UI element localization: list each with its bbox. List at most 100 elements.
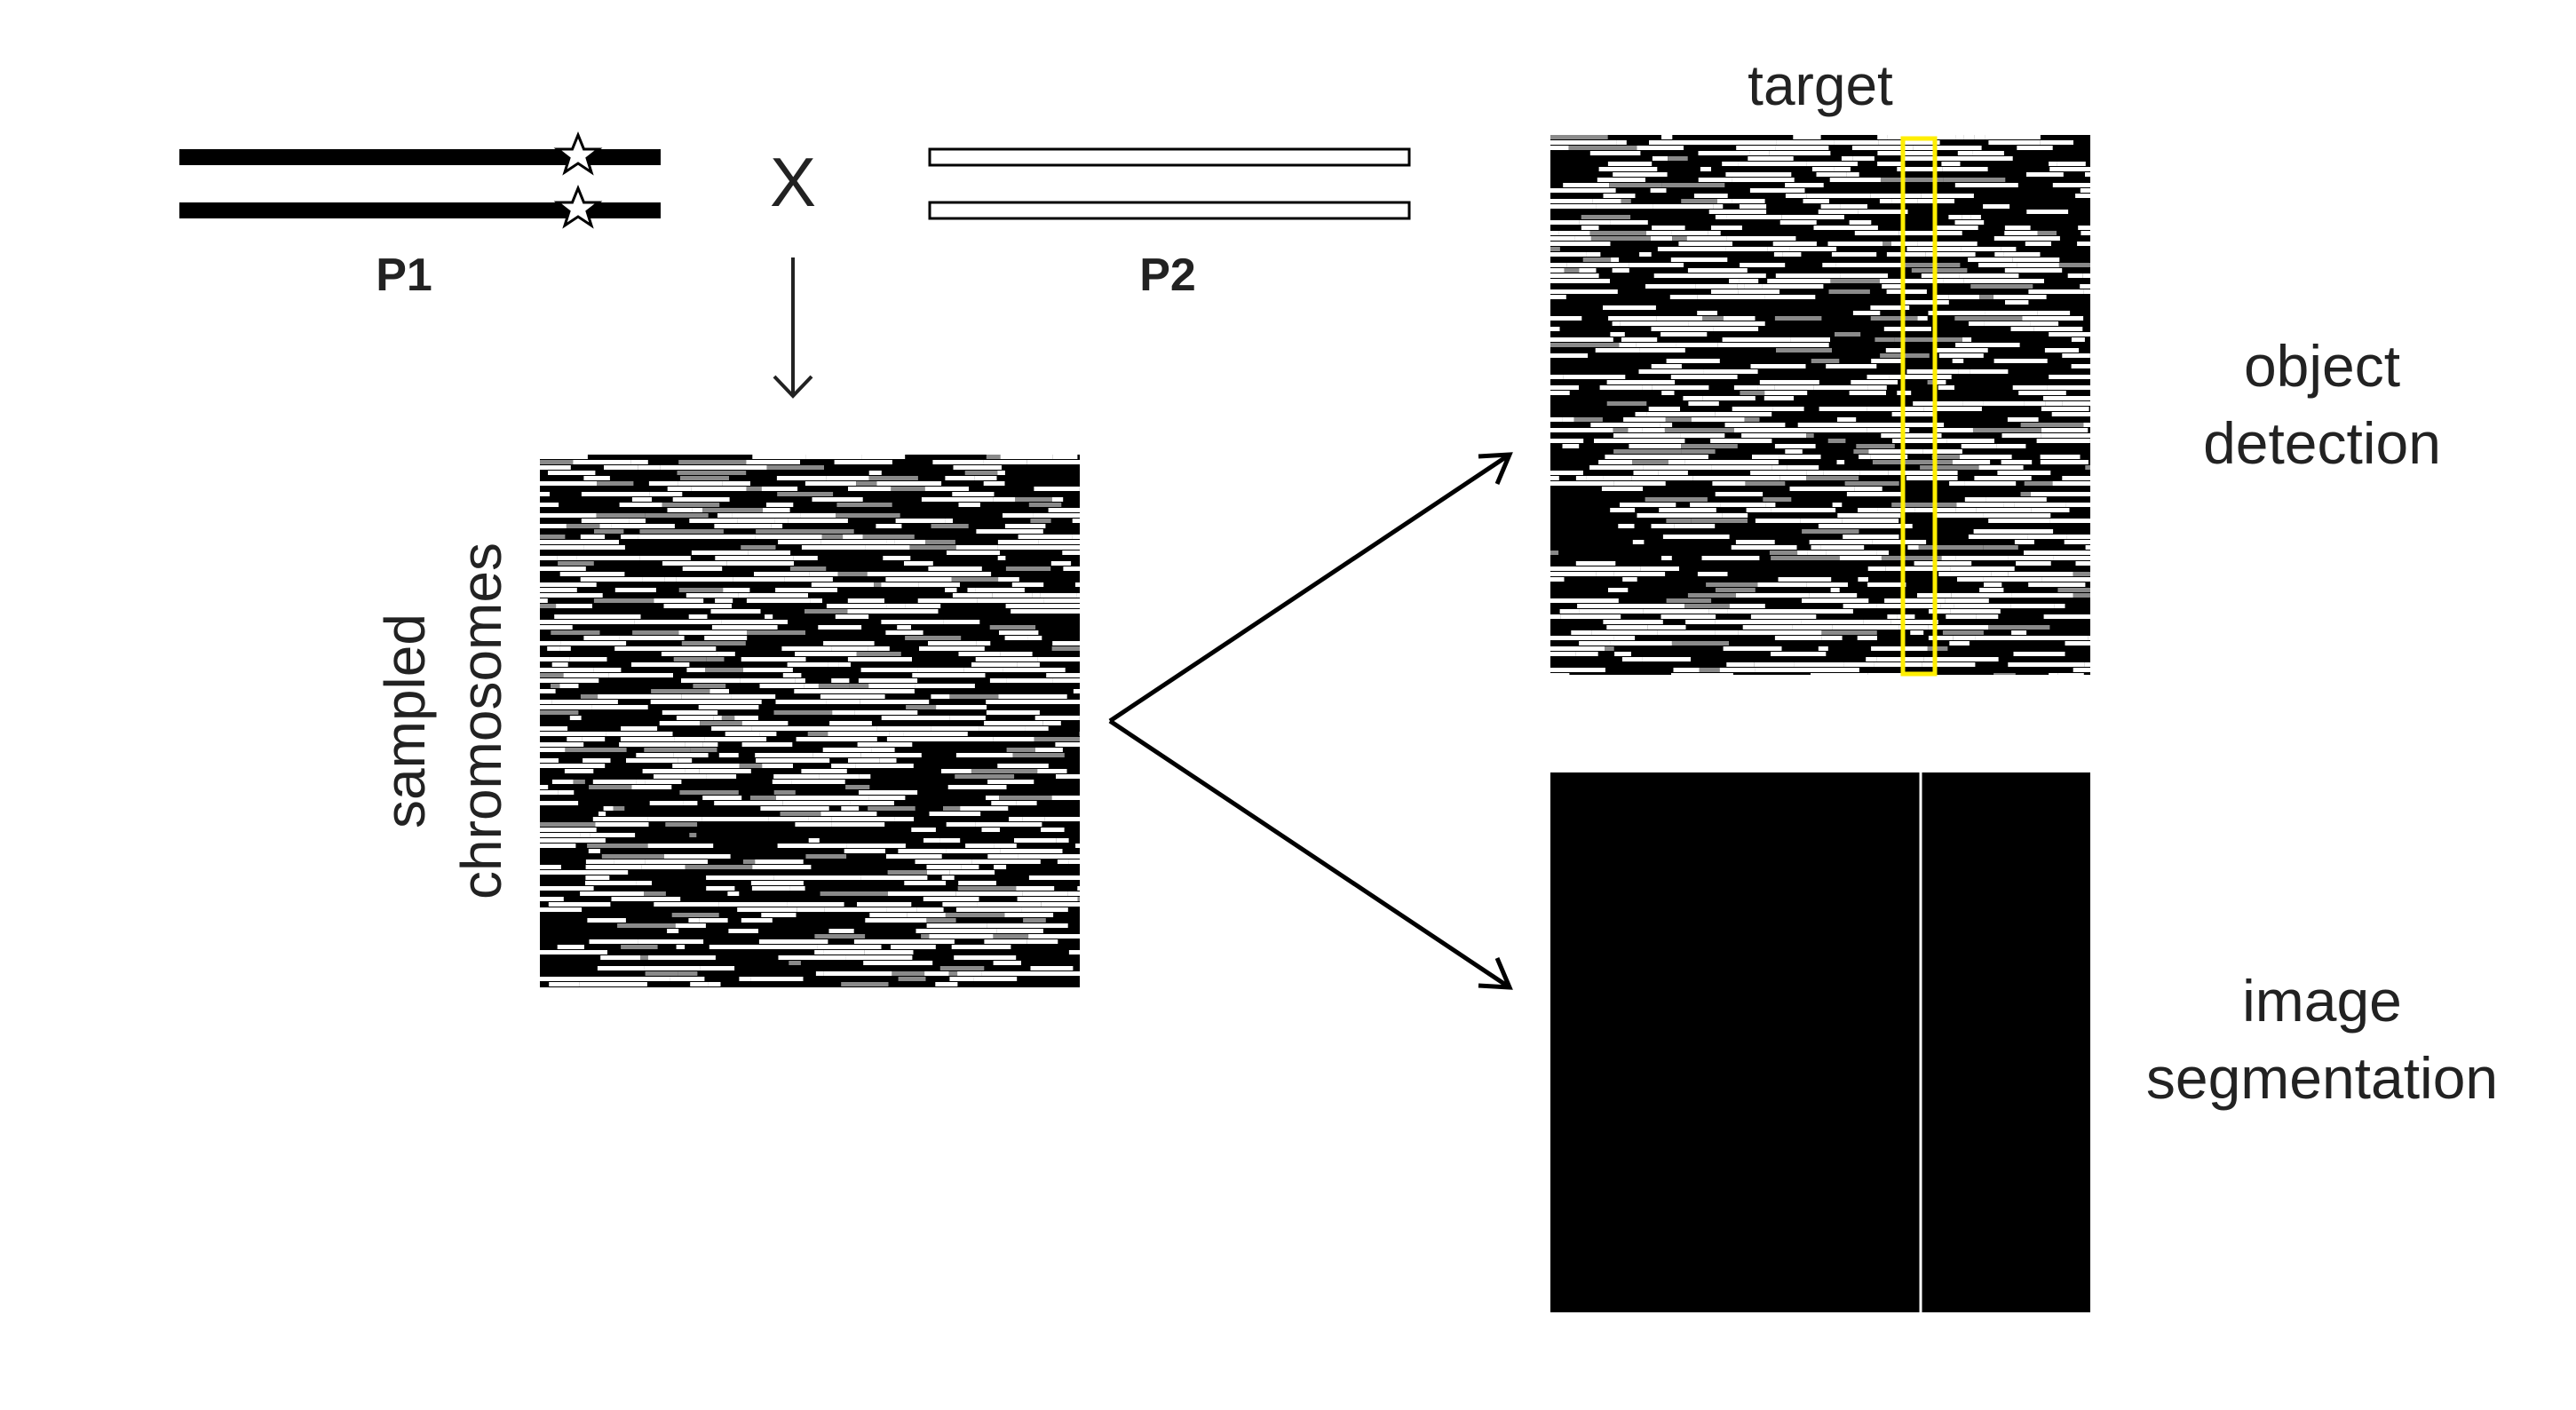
haplotype-segment (1745, 481, 1786, 486)
haplotype-segment (1764, 396, 1794, 400)
haplotype-segment (742, 859, 756, 864)
haplotype-segment (1725, 172, 1792, 177)
haplotype-segment (740, 678, 796, 683)
haplotype-segment (847, 657, 912, 661)
haplotype-segment (699, 769, 751, 773)
haplotype-segment (1038, 540, 1080, 544)
haplotype-segment (993, 961, 1021, 965)
haplotype-segment (898, 977, 926, 981)
haplotype-segment (1826, 364, 1877, 368)
haplotype-segment (540, 625, 573, 630)
haplotype-segment (636, 881, 652, 885)
haplotype-segment (755, 535, 822, 539)
haplotype-segment (1748, 156, 1794, 161)
haplotype-segment (2026, 210, 2069, 214)
haplotype-segment (999, 796, 1052, 800)
haplotype-segment (1610, 220, 1648, 225)
haplotype-segment (1858, 210, 1908, 214)
haplotype-segment (1034, 487, 1080, 491)
haplotype-segment (1781, 215, 1844, 219)
haplotype-segment (1806, 476, 1859, 480)
haplotype-segment (1550, 295, 1566, 299)
haplotype-segment (1903, 300, 1949, 305)
haplotype-segment (1643, 609, 1709, 614)
haplotype-segment (638, 535, 693, 539)
haplotype-segment (1826, 551, 1877, 555)
haplotype-segment (671, 913, 719, 917)
haplotype-segment (941, 769, 971, 773)
haplotype-segment (1827, 242, 1883, 246)
arrow-to-detection (1108, 452, 1511, 724)
haplotype-segment (650, 700, 703, 704)
haplotype-segment (795, 678, 805, 683)
haplotype-segment (976, 529, 1043, 534)
haplotype-segment (566, 524, 600, 528)
haplotype-segment (998, 577, 1019, 582)
haplotype-segment (848, 758, 880, 763)
segmentation-mask-image (1550, 772, 2090, 1312)
haplotype-segment (1070, 604, 1080, 608)
haplotype-segment (1898, 625, 1929, 630)
haplotype-segment (1563, 375, 1626, 379)
haplotype-segment (1892, 439, 1947, 443)
haplotype-segment (997, 556, 1006, 560)
haplotype-segment (952, 492, 995, 496)
haplotype-segment (823, 950, 865, 955)
haplotype-segment (1854, 231, 1899, 235)
haplotype-segment (617, 923, 676, 928)
haplotype-segment (1870, 455, 1908, 459)
haplotype-segment (1836, 460, 1845, 464)
haplotype-segment (540, 897, 564, 901)
haplotype-segment (957, 971, 982, 976)
haplotype-segment (1867, 375, 1890, 379)
haplotype-segment (1671, 231, 1708, 235)
haplotype-segment (1661, 183, 1725, 187)
haplotype-segment (1072, 535, 1080, 539)
haplotype-segment (1996, 444, 2026, 448)
haplotype-segment (634, 620, 679, 624)
haplotype-segment (559, 646, 571, 651)
haplotype-segment (1947, 657, 1999, 661)
haplotype-segment (551, 780, 574, 784)
haplotype-segment (812, 497, 863, 502)
haplotype-segment (976, 497, 994, 502)
haplotype-segment (1851, 423, 1901, 427)
haplotype-segment (1735, 540, 1775, 544)
haplotype-segment (2025, 242, 2051, 246)
haplotype-segment (766, 465, 824, 470)
haplotype-segment (667, 646, 717, 651)
haplotype-segment (1957, 577, 1984, 582)
haplotype-segment (1811, 167, 1835, 171)
haplotype-segment (556, 604, 592, 608)
haplotype-segment (1807, 551, 1826, 555)
haplotype-segment (824, 907, 840, 912)
haplotype-segment (2030, 321, 2059, 326)
haplotype-segment (1865, 625, 1898, 630)
haplotype-segment (1970, 215, 1981, 219)
haplotype-segment (1003, 513, 1034, 518)
haplotype-segment (594, 529, 624, 534)
haplotype-segment (1720, 503, 1766, 507)
haplotype-segment (923, 838, 940, 843)
haplotype-segment (1856, 444, 1895, 448)
haplotype-segment (1025, 545, 1080, 550)
haplotype-segment (1568, 146, 1637, 150)
haplotype-segment (1827, 439, 1846, 443)
haplotype-segment (1573, 417, 1603, 422)
haplotype-segment (1647, 625, 1686, 630)
haplotype-segment (1997, 471, 2051, 475)
haplotype-segment (931, 524, 969, 528)
haplotype-segment (722, 481, 736, 486)
haplotype-segment (2028, 289, 2084, 294)
haplotype-segment (1077, 460, 1080, 464)
haplotype-segment (964, 929, 997, 933)
haplotype-segment (551, 700, 618, 704)
haplotype-segment (1701, 556, 1760, 560)
haplotype-segment (1834, 167, 1851, 171)
haplotype-segment (1635, 412, 1647, 416)
haplotype-segment (808, 726, 877, 731)
haplotype-segment (540, 657, 570, 661)
haplotype-segment (673, 753, 709, 757)
haplotype-segment (640, 955, 648, 960)
haplotype-segment (845, 785, 870, 789)
